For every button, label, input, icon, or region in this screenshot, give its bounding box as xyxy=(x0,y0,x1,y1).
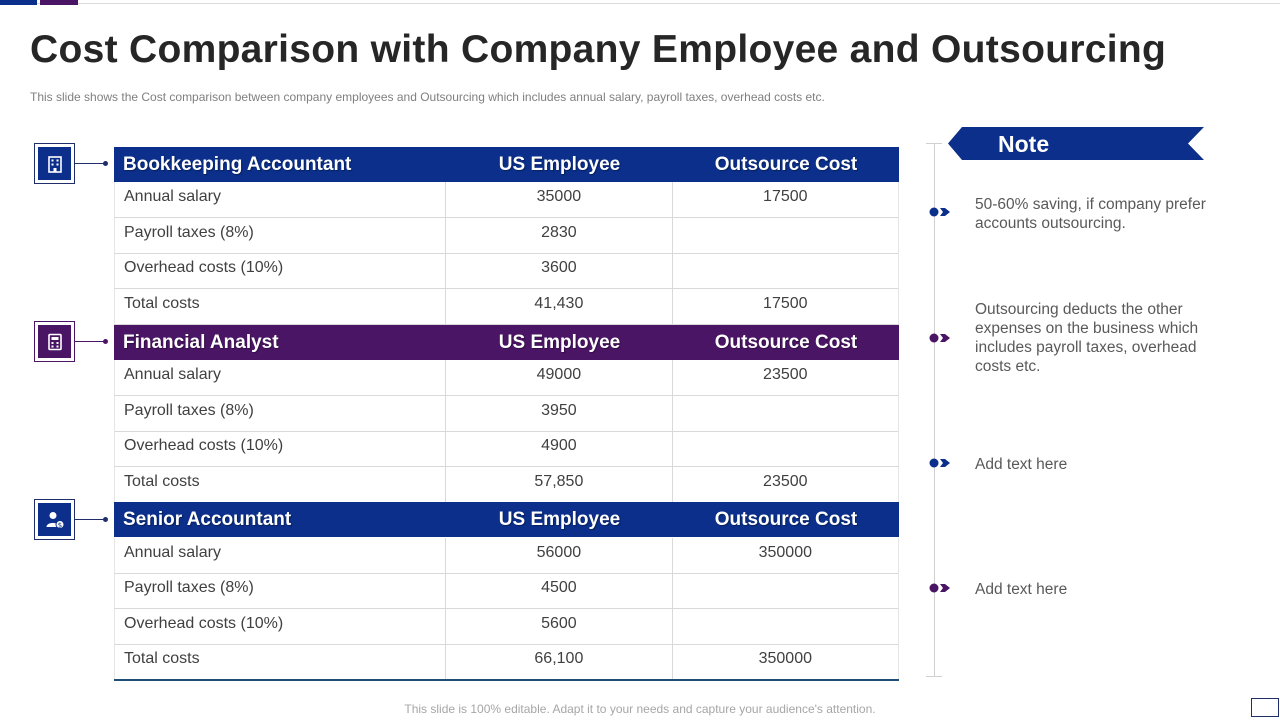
column-header-outsource: Outsource Cost xyxy=(714,508,858,530)
us-value: 49000 xyxy=(446,360,673,395)
note-item: Add text here xyxy=(975,581,1068,598)
building-icon xyxy=(47,155,62,173)
bookkeeping-icon-box xyxy=(34,143,75,184)
row-label: Overhead costs (10%) xyxy=(115,609,447,644)
slide-subtitle: This slide shows the Cost comparison bet… xyxy=(30,90,825,104)
us-value: 3950 xyxy=(446,396,673,431)
us-value: 3600 xyxy=(446,253,673,288)
row-label: Annual salary xyxy=(115,538,447,573)
row-label: Overhead costs (10%) xyxy=(115,431,447,466)
section-title: Bookkeeping Accountant xyxy=(123,153,352,175)
bookkeeping-connector-dot xyxy=(103,161,108,166)
table-row: Total costs 57,850 23500 xyxy=(114,467,899,503)
column-header-outsource: Outsource Cost xyxy=(714,331,858,353)
us-value: 35000 xyxy=(446,182,673,217)
row-label: Payroll taxes (8%) xyxy=(115,396,447,431)
outsource-value xyxy=(673,431,898,466)
section-header-financial-analyst: Financial Analyst US Employee Outsource … xyxy=(114,325,899,360)
column-header-outsource: Outsource Cost xyxy=(714,153,858,175)
outsource-value xyxy=(673,218,898,253)
section-title: Financial Analyst xyxy=(123,331,279,353)
section-header-bookkeeping: Bookkeeping Accountant US Employee Outso… xyxy=(114,147,899,182)
outsource-value xyxy=(673,609,898,644)
row-label: Overhead costs (10%) xyxy=(115,253,447,288)
corner-frame xyxy=(1251,698,1279,717)
arrow-bullet-icon xyxy=(929,458,950,468)
outsource-value: 17500 xyxy=(763,188,808,205)
arrow-bullet-icon xyxy=(929,583,950,593)
table-row: Payroll taxes (8%) 2830 xyxy=(114,218,899,254)
outsource-value xyxy=(673,573,898,608)
column-header-us: US Employee xyxy=(498,331,621,353)
user-dollar-icon: $ xyxy=(46,511,64,529)
analyst-connector-dot xyxy=(103,339,108,344)
arrow-bullet-icon xyxy=(929,333,950,343)
us-value: 57,850 xyxy=(446,467,673,502)
outsource-value: 23500 xyxy=(763,473,808,490)
us-value: 5600 xyxy=(446,609,673,644)
table-row: Annual salary 35000 17500 xyxy=(114,182,899,218)
note-item: Outsourcing deducts the other expenses o… xyxy=(975,301,1199,375)
table-row: Total costs 66,100 350000 xyxy=(114,644,899,680)
us-value: 41,430 xyxy=(446,289,673,324)
senior-connector-dot xyxy=(103,517,108,522)
column-header-us: US Employee xyxy=(498,153,621,175)
table-row: Total costs 41,430 17500 xyxy=(114,289,899,325)
note-timeline-line xyxy=(934,143,935,676)
senior-connector xyxy=(75,519,107,520)
table-row: Overhead costs (10%) 3600 xyxy=(114,253,899,289)
row-label: Total costs xyxy=(115,289,447,324)
top-accent-purple xyxy=(40,0,78,5)
top-accent-blue xyxy=(0,0,37,5)
table-row: Overhead costs (10%) 5600 xyxy=(114,609,899,645)
outsource-value: 350000 xyxy=(758,650,812,667)
table-row: Payroll taxes (8%) 3950 xyxy=(114,396,899,432)
section-title: Senior Accountant xyxy=(123,508,292,530)
outsource-value: 17500 xyxy=(763,295,808,312)
note-banner xyxy=(948,127,1204,160)
outsource-value xyxy=(673,253,898,288)
row-label: Payroll taxes (8%) xyxy=(115,218,447,253)
note-timeline-cap-bottom xyxy=(926,676,942,677)
row-label: Annual salary xyxy=(115,360,447,395)
row-label: Total costs xyxy=(115,467,447,502)
row-label: Payroll taxes (8%) xyxy=(115,573,447,608)
note-timeline-cap-top xyxy=(926,143,942,144)
slide-footer: This slide is 100% editable. Adapt it to… xyxy=(404,702,876,716)
row-label: Total costs xyxy=(115,644,447,680)
senior-icon-box: $ xyxy=(34,499,75,540)
outsource-value: 350000 xyxy=(758,544,812,561)
slide-title: Cost Comparison with Company Employee an… xyxy=(30,28,1167,71)
table-row: Annual salary 56000 350000 xyxy=(114,538,899,574)
note-heading: Note xyxy=(998,131,1050,157)
section-header-senior-accountant: Senior Accountant US Employee Outsource … xyxy=(114,502,899,537)
table-row: Payroll taxes (8%) 4500 xyxy=(114,573,899,609)
us-value: 2830 xyxy=(446,218,673,253)
table-bottom-rule xyxy=(114,679,899,681)
analyst-icon-box xyxy=(34,321,75,362)
outsource-value: 23500 xyxy=(763,366,808,383)
us-value: 56000 xyxy=(446,538,673,573)
us-value: 66,100 xyxy=(446,644,673,680)
analyst-connector xyxy=(75,341,107,342)
note-item: 50-60% saving, if company prefer account… xyxy=(975,196,1206,232)
analyst-icon xyxy=(47,333,62,350)
row-label: Annual salary xyxy=(115,182,447,217)
svg-text:$: $ xyxy=(57,521,61,529)
us-value: 4900 xyxy=(446,431,673,466)
column-header-us: US Employee xyxy=(498,508,621,530)
note-item: Add text here xyxy=(975,456,1068,473)
table-row: Overhead costs (10%) 4900 xyxy=(114,431,899,467)
top-rule xyxy=(0,3,1280,4)
table-row: Annual salary 49000 23500 xyxy=(114,360,899,396)
arrow-bullet-icon xyxy=(929,207,950,217)
outsource-value xyxy=(673,396,898,431)
bookkeeping-connector xyxy=(75,163,107,164)
us-value: 4500 xyxy=(446,573,673,608)
